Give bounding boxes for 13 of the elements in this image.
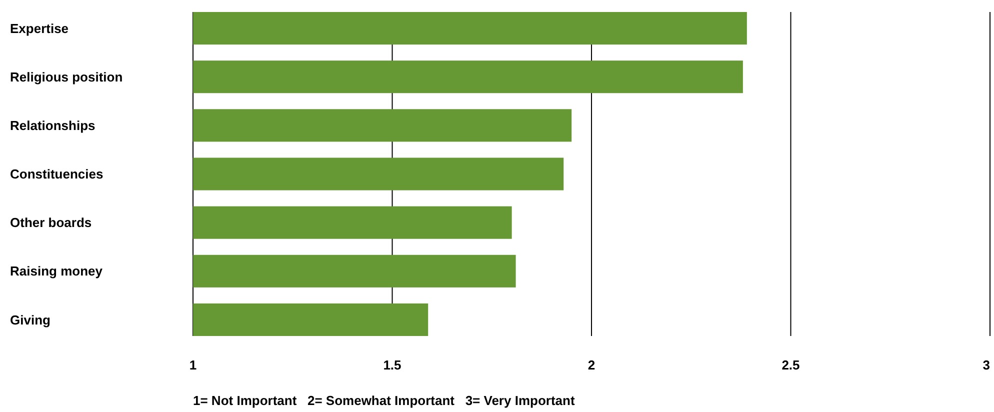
y-tick-label: Constituencies (10, 166, 104, 182)
x-tick-label: 1.5 (383, 358, 402, 373)
y-tick-label: Raising money (10, 264, 104, 279)
y-tick-label: Expertise (10, 20, 69, 36)
x-tick-label: 3 (982, 358, 990, 373)
y-tick-label: Giving (10, 312, 51, 328)
y-tick-label: Religious position (10, 69, 123, 84)
x-tick-label: 2 (588, 358, 596, 373)
y-tick-label: Other boards (10, 215, 92, 230)
x-tick-label: 1 (189, 358, 197, 373)
y-tick-label: Relationships (10, 118, 96, 133)
x-tick-label: 2.5 (782, 358, 800, 373)
text: 1= Not Important 2= Somewhat Important 3= Very Important (193, 393, 576, 408)
